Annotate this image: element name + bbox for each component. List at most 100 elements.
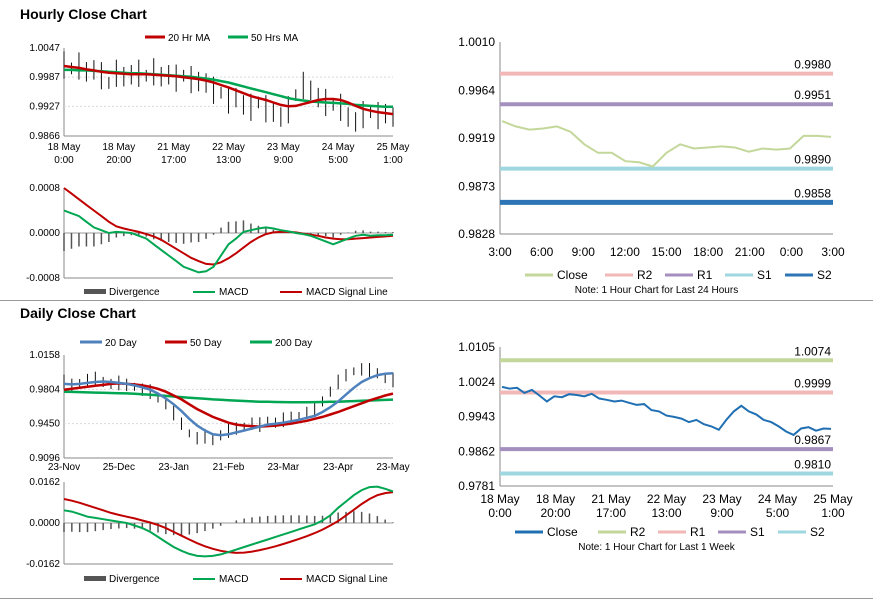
daily-levels-legend-r1-label: R1 [690, 525, 706, 539]
hourly-price-x-tick-time: 20:00 [106, 155, 131, 166]
hourly-price-x-tick-time: 9:00 [274, 155, 294, 166]
hourly-levels-x-tick-label: 12:00 [610, 245, 640, 259]
hourly-levels-x-tick-label: 18:00 [693, 245, 723, 259]
hourly-price-x-tick-date: 21 May [157, 142, 190, 153]
daily-levels-x-tick-time: 0:00 [488, 506, 512, 520]
daily-macd-chart: 0.0162 0.0000 -0.0162 Divergence MACD MACD Si… [26, 477, 394, 585]
hourly-levels-level-r2-label: 0.9980 [794, 58, 831, 72]
hourly-macd-y-tick-label: -0.0008 [26, 273, 60, 284]
daily-50day-line [63, 382, 394, 428]
hourly-macd-legend-signal-label: MACD Signal Line [306, 287, 388, 298]
daily-levels-legend-close-label: Close [547, 525, 578, 539]
daily-levels-level-s1-label: 0.9867 [794, 433, 831, 447]
daily-levels-x-tick-date: 25 May [813, 492, 852, 506]
hourly-levels-legend-s2-label: S2 [817, 268, 832, 282]
daily-levels-note: Note: 1 Hour Chart for Last 1 Week [578, 542, 736, 553]
hourly-macd-macd-line [63, 209, 394, 274]
hourly-price-y-tick-label: 0.9987 [29, 72, 60, 83]
daily-price-x-tick-label: 21-Feb [213, 462, 245, 473]
daily-20day-line [63, 371, 394, 437]
hourly-price-x-tick-time: 1:00 [383, 155, 403, 166]
hourly-macd-legend-divergence-swatch [84, 289, 106, 294]
hourly-levels-y-tick-label: 0.9873 [458, 180, 495, 194]
bottom-divider [0, 598, 873, 599]
hourly-price-x-tick-date: 22 May [212, 142, 245, 153]
daily-macd-legend-macd-label: MACD [219, 574, 248, 585]
hourly-macd-y-tick-label: 0.0008 [29, 183, 60, 194]
hourly-levels-chart: 1.0010 0.9964 0.9919 0.9873 0.9828 0.9980 0.99… [458, 35, 845, 296]
hourly-macd-chart: 0.0008 0.0000 -0.0008 Divergence MACD MACD Si… [26, 183, 394, 298]
hourly-price-x-tick-date: 23 May [267, 142, 300, 153]
daily-macd-legend-divergence-swatch [84, 576, 106, 581]
daily-macd-y-tick-label: -0.0162 [26, 559, 60, 570]
hourly-price-x-tick-date: 25 May [377, 142, 410, 153]
daily-levels-y-tick-label: 0.9943 [458, 410, 495, 424]
daily-levels-x-tick-time: 13:00 [651, 506, 681, 520]
section-divider [0, 300, 873, 301]
daily-macd-macd-line [63, 485, 394, 558]
daily-price-x-tick-label: 23-Mar [267, 462, 299, 473]
daily-macd-legend-signal-label: MACD Signal Line [306, 574, 388, 585]
daily-price-y-tick-label: 0.9450 [29, 419, 60, 430]
hourly-price-x-tick-time: 17:00 [161, 155, 186, 166]
daily-levels-y-tick-label: 1.0105 [458, 340, 495, 354]
daily-levels-level-r1-label: 0.9999 [794, 376, 831, 390]
hourly-levels-note: Note: 1 Hour Chart for Last 24 Hours [575, 285, 738, 296]
hourly-macd-y-tick-label: 0.0000 [29, 228, 60, 239]
daily-price-x-tick-label: 23-May [376, 462, 409, 473]
daily-macd-y-tick-label: 0.0162 [29, 477, 60, 488]
daily-section-title: Daily Close Chart [20, 305, 136, 321]
hourly-levels-x-tick-label: 3:00 [488, 245, 512, 259]
daily-levels-y-tick-label: 1.0024 [458, 375, 495, 389]
hourly-levels-level-r1-label: 0.9951 [794, 88, 831, 102]
legend-ma20-label: 20 Hr MA [168, 33, 211, 44]
hourly-levels-close-line [501, 120, 832, 168]
hourly-price-x-tick-time: 0:00 [54, 155, 74, 166]
daily-levels-x-tick-time: 20:00 [540, 506, 570, 520]
hourly-section-title: Hourly Close Chart [20, 6, 147, 22]
hourly-price-x-tick-date: 24 May [322, 142, 355, 153]
daily-legend-label: 200 Day [275, 338, 312, 349]
hourly-price-x-tick-time: 13:00 [216, 155, 241, 166]
hourly-levels-level-s1-label: 0.9890 [794, 153, 831, 167]
daily-levels-y-tick-label: 0.9862 [458, 444, 495, 458]
daily-levels-x-tick-time: 17:00 [596, 506, 626, 520]
hourly-levels-x-tick-label: 21:00 [735, 245, 765, 259]
hourly-macd-legend-macd-label: MACD [219, 287, 248, 298]
hourly-levels-legend-r2-label: R2 [637, 268, 653, 282]
daily-legend-label: 20 Day [105, 338, 137, 349]
daily-price-y-tick-label: 0.9804 [29, 384, 60, 395]
daily-levels-level-r2-label: 1.0074 [794, 344, 831, 358]
hourly-price-x-tick-time: 5:00 [328, 155, 348, 166]
daily-levels-x-tick-date: 24 May [758, 492, 797, 506]
hourly-levels-legend-close-label: Close [557, 268, 588, 282]
daily-price-x-tick-label: 23-Jan [158, 462, 189, 473]
hourly-levels-x-tick-label: 6:00 [530, 245, 554, 259]
daily-levels-x-tick-time: 5:00 [766, 506, 790, 520]
hourly-levels-legend-r1-label: R1 [697, 268, 713, 282]
daily-levels-x-tick-date: 21 May [591, 492, 630, 506]
daily-price-x-tick-label: 23-Nov [48, 462, 80, 473]
hourly-levels-legend-s1-label: S1 [757, 268, 772, 282]
hourly-price-y-tick-label: 0.9866 [29, 131, 60, 142]
daily-levels-close-line [501, 385, 832, 437]
daily-levels-legend-s1-label: S1 [750, 525, 765, 539]
daily-price-x-tick-label: 23-Apr [323, 462, 354, 473]
hourly-levels-y-tick-label: 1.0010 [458, 35, 495, 49]
hourly-macd-legend-divergence-label: Divergence [109, 287, 160, 298]
hourly-levels-y-tick-label: 0.9919 [458, 131, 495, 145]
hourly-levels-x-tick-label: 15:00 [651, 245, 681, 259]
daily-levels-y-tick-label: 0.9781 [458, 479, 495, 493]
legend-ma50-label: 50 Hrs MA [251, 33, 299, 44]
hourly-levels-x-tick-label: 3:00 [821, 245, 845, 259]
daily-levels-x-tick-date: 22 May [647, 492, 686, 506]
hourly-price-y-tick-label: 1.0047 [29, 43, 60, 54]
daily-levels-x-tick-date: 18 May [480, 492, 519, 506]
hourly-price-x-tick-date: 18 May [102, 142, 135, 153]
daily-levels-level-s2-label: 0.9810 [794, 458, 831, 472]
hourly-levels-y-tick-label: 0.9828 [458, 227, 495, 241]
daily-levels-chart: 1.0105 1.0024 0.9943 0.9862 0.9781 1.0074 0.99… [458, 340, 852, 553]
hourly-macd-signal-line [63, 187, 394, 266]
daily-levels-legend-s2-label: S2 [810, 525, 825, 539]
daily-macd-y-tick-label: 0.0000 [29, 518, 60, 529]
